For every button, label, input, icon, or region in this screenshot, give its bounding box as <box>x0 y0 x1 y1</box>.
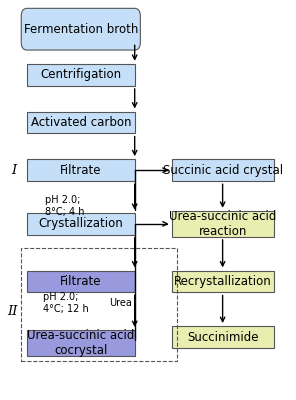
Text: pH 2.0;
8°C; 4 h: pH 2.0; 8°C; 4 h <box>45 195 85 217</box>
Text: Centrifigation: Centrifigation <box>40 68 121 81</box>
FancyBboxPatch shape <box>172 211 274 237</box>
FancyBboxPatch shape <box>27 213 135 235</box>
Text: Crystallization: Crystallization <box>38 217 123 230</box>
Text: Filtrate: Filtrate <box>60 164 102 177</box>
Text: Recrystallization: Recrystallization <box>174 275 271 288</box>
Text: Filtrate: Filtrate <box>60 275 102 288</box>
FancyBboxPatch shape <box>172 159 274 181</box>
Text: Urea-succinic acid
reaction: Urea-succinic acid reaction <box>169 210 276 238</box>
Text: Urea-succinic acid
cocrystal: Urea-succinic acid cocrystal <box>27 329 134 357</box>
FancyBboxPatch shape <box>27 270 135 292</box>
Text: Succinimide: Succinimide <box>187 330 258 344</box>
FancyBboxPatch shape <box>27 330 135 356</box>
FancyBboxPatch shape <box>172 270 274 292</box>
FancyBboxPatch shape <box>27 112 135 134</box>
FancyBboxPatch shape <box>21 8 140 50</box>
FancyBboxPatch shape <box>27 64 135 86</box>
FancyBboxPatch shape <box>172 326 274 348</box>
Text: Fermentation broth: Fermentation broth <box>24 23 138 36</box>
Text: Activated carbon: Activated carbon <box>30 116 131 129</box>
Text: Succinic acid crystal: Succinic acid crystal <box>163 164 283 177</box>
Text: II: II <box>7 305 17 318</box>
Text: Urea: Urea <box>109 298 132 308</box>
Text: I: I <box>12 164 17 177</box>
Text: pH 2.0;
4°C; 12 h: pH 2.0; 4°C; 12 h <box>43 292 88 314</box>
FancyBboxPatch shape <box>27 159 135 181</box>
